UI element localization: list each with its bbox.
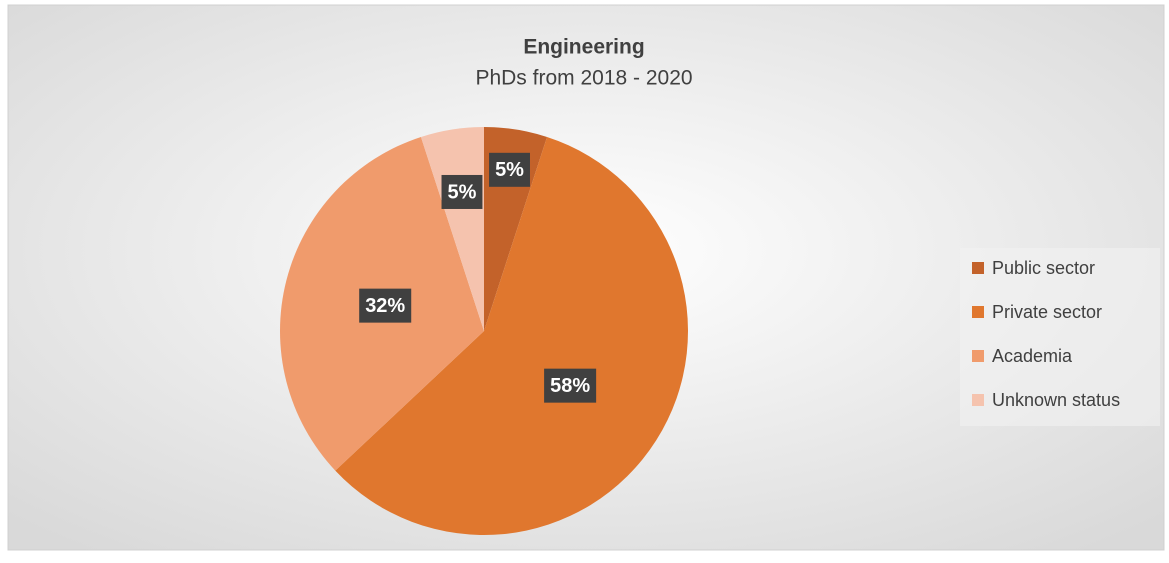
data-label-box <box>441 174 483 209</box>
legend-swatch <box>972 394 984 406</box>
data-label: 5% <box>489 152 530 187</box>
pie-slice <box>335 136 689 535</box>
legend-swatch <box>972 262 984 274</box>
legend-box <box>960 248 1160 426</box>
data-label: 32% <box>359 288 412 323</box>
data-label-text: 5% <box>448 181 477 203</box>
data-label-box <box>544 368 597 403</box>
data-label: 5% <box>441 174 483 209</box>
data-label-text: 58% <box>550 375 590 397</box>
legend-label: Public sector <box>992 258 1095 278</box>
data-label-text: 5% <box>495 159 524 181</box>
data-label: 58% <box>544 368 597 403</box>
chart-title: Engineering <box>523 36 644 59</box>
legend-label: Unknown status <box>992 390 1120 410</box>
chart-subtitle: PhDs from 2018 - 2020 <box>475 67 692 90</box>
legend-swatch <box>972 350 984 362</box>
data-label-box <box>489 152 530 187</box>
data-label-box <box>359 288 412 323</box>
legend-label: Private sector <box>992 302 1102 322</box>
legend-label: Academia <box>992 346 1073 366</box>
data-label-text: 32% <box>365 295 405 317</box>
legend-swatch <box>972 306 984 318</box>
